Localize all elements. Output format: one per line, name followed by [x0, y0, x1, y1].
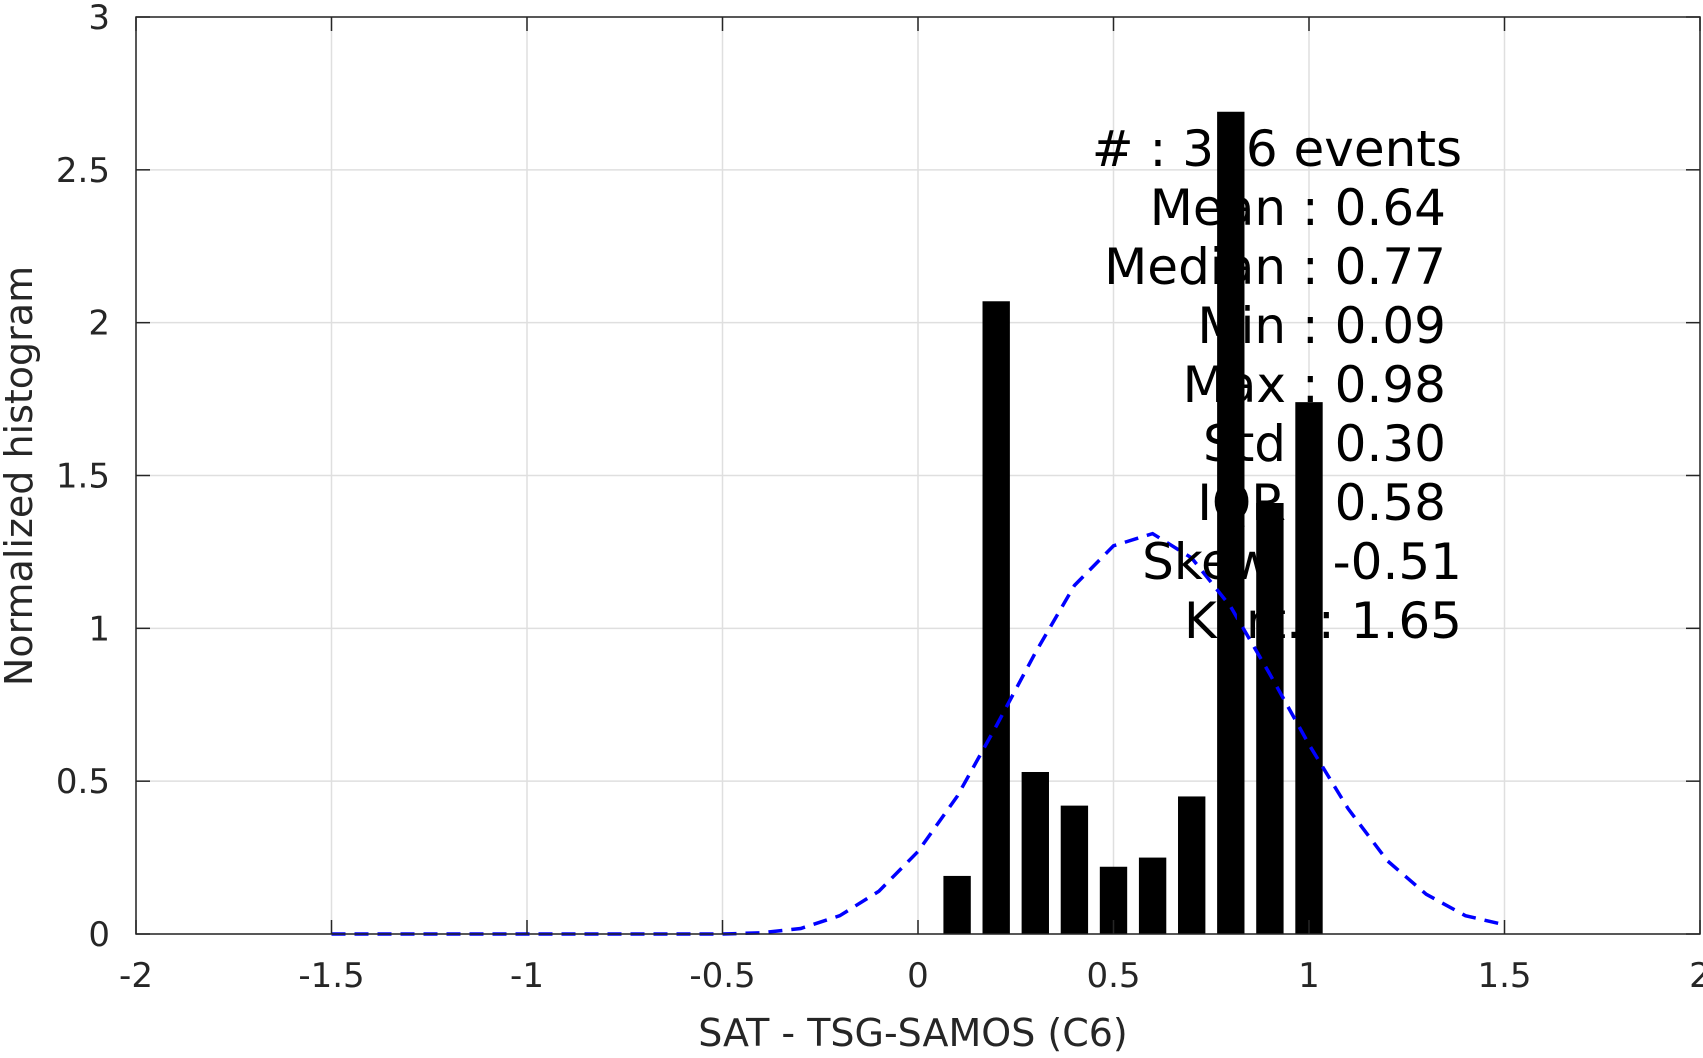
x-tick-label: 1: [1298, 956, 1320, 996]
x-tick-label: 2: [1689, 956, 1703, 996]
y-axis-label: Normalized histogram: [0, 266, 41, 686]
grid-layer: [135, 16, 1701, 935]
histogram-bar: [982, 301, 1010, 934]
stats-line-kurt: Kurt. : 1.65: [1184, 592, 1462, 650]
stats-line-max: Max : 0.98: [1183, 356, 1446, 414]
tick-labels-layer: -2 -1.5 -1 -0.5 0 0.5 1 1.5 2 0 0.5 1 1.5 2 2.5 3: [56, 0, 1703, 996]
y-tick-label: 0.5: [56, 762, 110, 802]
stats-line-count: # : 356 events: [1092, 120, 1462, 178]
stats-line-mean: Mean : 0.64: [1150, 179, 1446, 237]
x-tick-label: -1: [510, 956, 544, 996]
x-axis-label: SAT - TSG-SAMOS (C6): [698, 1011, 1128, 1053]
histogram-bar: [1217, 111, 1245, 935]
stats-line-median: Median : 0.77: [1104, 238, 1446, 296]
y-tick-label: 1.5: [56, 457, 110, 497]
y-tick-label: 2.5: [56, 151, 110, 191]
histogram-bar: [1256, 503, 1284, 934]
y-tick-label: 2: [88, 304, 110, 344]
y-tick-label: 1: [88, 609, 110, 649]
axes-layer: [135, 16, 1701, 935]
x-tick-label: -0.5: [689, 956, 755, 996]
stats-line-iqr: IQR : 0.58: [1197, 474, 1446, 532]
stats-line-min: Min : 0.09: [1197, 297, 1446, 355]
stats-line-std: Std : 0.30: [1203, 415, 1446, 473]
bars-layer: [943, 111, 1323, 935]
x-tick-label: 0.5: [1086, 956, 1140, 996]
y-tick-label: 0: [88, 915, 110, 955]
stats-annotation: # : 356 events Mean : 0.64 Median : 0.77…: [1092, 120, 1462, 650]
histogram-bar: [1021, 771, 1049, 934]
histogram-bar: [1060, 805, 1089, 934]
x-tick-label: -1.5: [298, 956, 364, 996]
histogram-bar: [943, 875, 971, 934]
x-tick-label: 1.5: [1477, 956, 1531, 996]
stats-line-skew: Skew. : -0.51: [1142, 533, 1462, 591]
histogram-bar: [1295, 402, 1323, 934]
x-tick-label: -2: [119, 956, 153, 996]
y-tick-label: 3: [88, 0, 110, 38]
histogram-bar: [1138, 857, 1167, 934]
x-tick-label: 0: [907, 956, 929, 996]
histogram-bar: [1178, 796, 1206, 934]
